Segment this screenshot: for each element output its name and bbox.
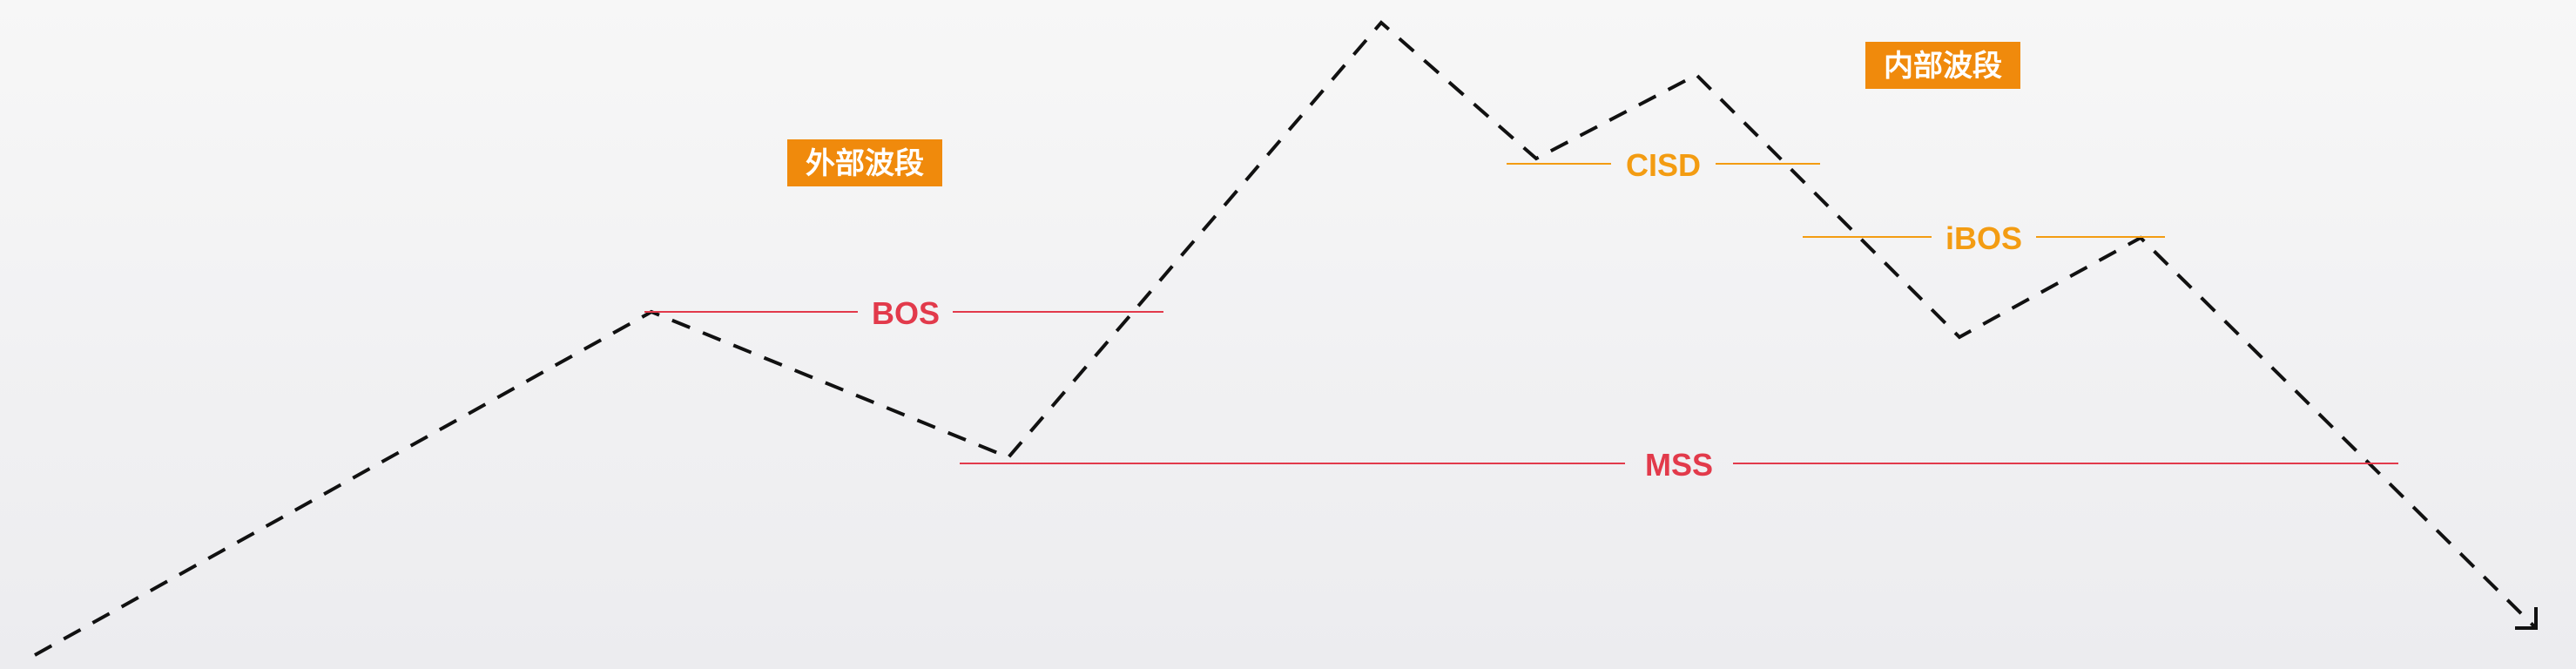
bos-level: BOS (644, 295, 1163, 331)
path-end-arrow-icon (2515, 607, 2538, 630)
external-swing-badge: 外部波段 (787, 139, 942, 186)
external-swing-badge-bg (787, 139, 942, 186)
price-path (34, 20, 2538, 657)
cisd-label: CISD (1626, 147, 1701, 183)
external-swing-label: 外部波段 (806, 146, 924, 181)
internal-swing-badge: 内部波段 (1865, 42, 2020, 89)
internal-swing-badge-bg (1865, 42, 2020, 89)
ibos-label: iBOS (1945, 220, 2022, 256)
cisd-level: CISD (1507, 147, 1820, 183)
internal-swing-label: 内部波段 (1884, 49, 2002, 84)
bos-label: BOS (872, 295, 940, 331)
ibos-level: iBOS (1803, 220, 2165, 256)
mss-level: MSS (960, 447, 2398, 483)
mss-label: MSS (1645, 447, 1713, 483)
